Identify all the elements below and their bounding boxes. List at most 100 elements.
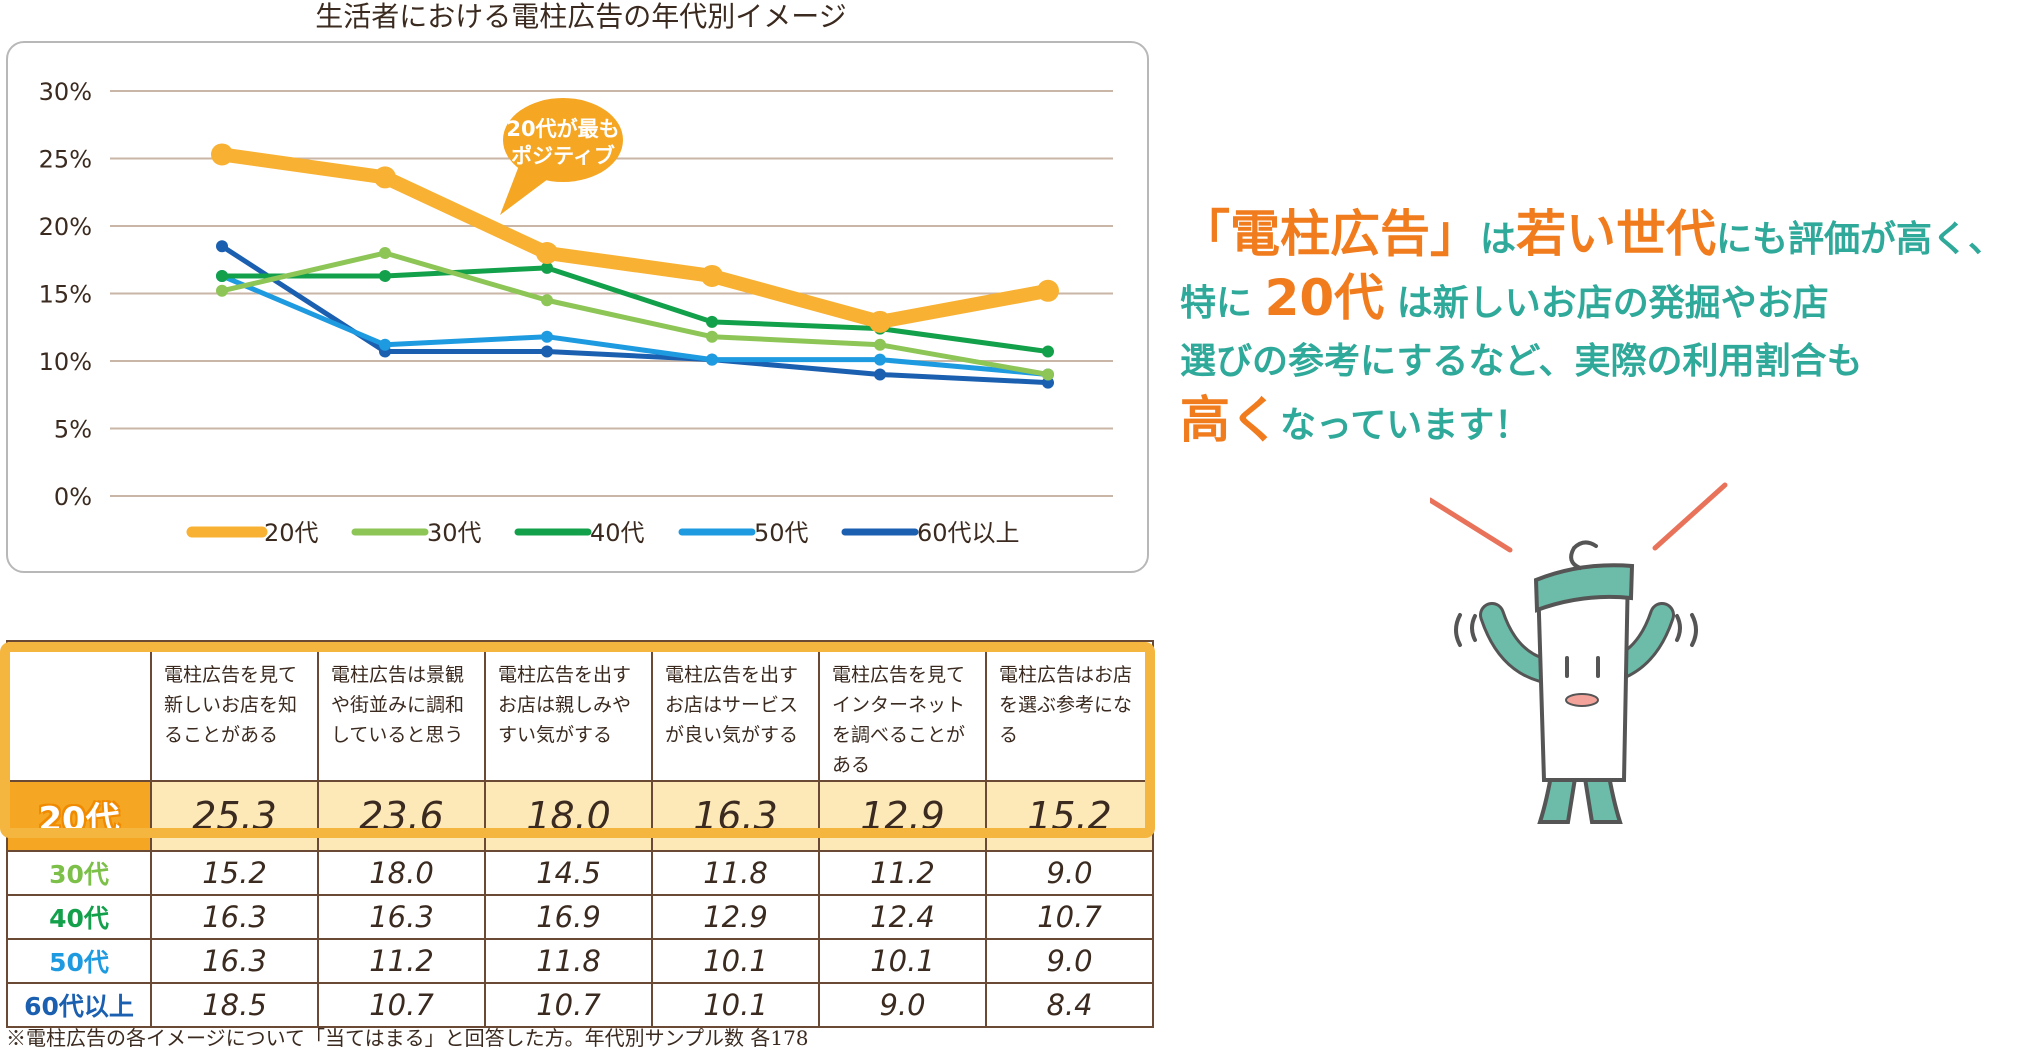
data-point [216,269,228,282]
y-tick-label: 5% [54,416,92,444]
data-point [536,242,558,264]
data-point [1037,279,1059,302]
row-label-30s: 30代 [6,850,152,896]
data-point [379,247,391,259]
utility-pole-mascot-icon [1430,482,1728,824]
legend-label: 20代 [264,519,319,547]
table-cell: 23.6 [317,780,486,852]
data-point [701,264,723,287]
column-header: 電柱広告を見て新しいお店を知ることがある [150,640,319,782]
y-tick-label: 25% [39,146,92,174]
chart-title: 生活者における電柱広告の年代別イメージ [315,0,847,33]
data-point [541,261,553,274]
series-line-2 [219,265,1051,355]
table-row-20s: 20代 25.3 23.6 18.0 16.3 12.9 15.2 [6,780,1154,852]
table-cell: 11.8 [484,938,653,984]
column-header: 電柱広告は景観や街並みに調和していると思う [317,640,486,782]
table-row-50s: 50代 16.3 11.2 11.8 10.1 10.1 9.0 [6,938,1154,984]
data-point [216,240,228,253]
data-point [706,353,718,366]
table-cell: 16.3 [150,938,319,984]
data-point [706,315,718,328]
column-header: 電柱広告を見てインターネットを調べることがある [818,640,987,782]
column-header: 電柱広告を出すお店はサービスが良い気がする [651,640,820,782]
table-cell: 16.3 [317,894,486,940]
table-cell: 12.4 [818,894,987,940]
table-cell: 10.7 [985,894,1154,940]
data-point [374,166,396,189]
column-header: 電柱広告はお店を選ぶ参考になる [985,640,1154,782]
data-point [706,330,718,343]
data-point [1042,368,1054,381]
data-point [211,143,233,166]
table-row-40s: 40代 16.3 16.3 16.9 12.9 12.4 10.7 [6,894,1154,940]
table-cell: 25.3 [150,780,319,852]
chart-legend: 20代 30代 40代 50代 60代以上 [186,519,1020,547]
table-cell: 16.9 [484,894,653,940]
table-cell: 10.7 [317,982,486,1028]
callout-text: ポジティブ [511,144,615,168]
table-cell: 16.3 [651,780,820,852]
row-label-20s: 20代 [6,780,152,852]
table-cell: 9.0 [985,850,1154,896]
table-cell: 10.1 [651,938,820,984]
table-cell: 14.5 [484,850,653,896]
table-cell: 10.1 [651,982,820,1028]
table-cell: 18.5 [150,982,319,1028]
table-cell: 15.2 [150,850,319,896]
table-cell: 9.0 [818,982,987,1028]
table-cell: 15.2 [985,780,1154,852]
table-cell: 12.9 [651,894,820,940]
headline-message: 「電柱広告」は若い世代にも評価が高く、 特に 20代 は新しいお店の発掘やお店 … [1180,205,2044,455]
series-line-1 [219,250,1051,377]
table-row-30s: 30代 15.2 18.0 14.5 11.8 11.2 9.0 [6,850,1154,896]
row-label-50s: 50代 [6,938,152,984]
table-cell: 12.9 [818,780,987,852]
y-tick-label: 15% [39,281,92,309]
y-tick-label: 20% [39,213,92,241]
series-line-3 [219,273,1051,377]
data-point [541,345,553,358]
callout-body [503,98,623,182]
callout-text: 20代が最も [506,117,619,141]
table-cell: 18.0 [484,780,653,852]
message-line-2: 特に 20代 は新しいお店の発掘やお店 [1180,269,1829,327]
table-cell: 9.0 [985,938,1154,984]
legend-label: 40代 [590,519,645,547]
table-cell: 11.8 [651,850,820,896]
data-table: 電柱広告を見て新しいお店を知ることがある 電柱広告は景観や街並みに調和していると… [6,640,1154,1028]
column-header: 電柱広告を出すお店は親しみやすい気がする [484,640,653,782]
table-cell: 8.4 [985,982,1154,1028]
row-label-40s: 40代 [6,894,152,940]
data-point [541,330,553,343]
footnote: ※電柱広告の各イメージについて「当てはまる」と回答した方。年代別サンプル数 各1… [6,1026,809,1050]
table-cell: 18.0 [317,850,486,896]
table-cell: 10.7 [484,982,653,1028]
table-cell: 11.2 [818,850,987,896]
table-cell: 11.2 [317,938,486,984]
data-point [541,294,553,307]
table-header-row: 電柱広告を見て新しいお店を知ることがある 電柱広告は景観や街並みに調和していると… [6,640,1154,782]
data-point [1042,345,1054,358]
data-point [216,284,228,297]
data-point [869,310,891,333]
message-line-4: 高くなっています！ [1180,391,1531,449]
legend-label: 50代 [754,519,809,547]
y-tick-label: 30% [39,78,92,106]
data-point [379,338,391,351]
series-line-0 [215,147,1055,329]
data-point [379,269,391,282]
y-tick-label: 0% [54,483,92,511]
table-row-60s-plus: 60代以上 18.5 10.7 10.7 10.1 9.0 8.4 [6,982,1154,1028]
row-label-60s-plus: 60代以上 [6,982,152,1028]
data-point [874,368,886,381]
data-point [874,353,886,366]
table-cell: 16.3 [150,894,319,940]
table-cell: 10.1 [818,938,987,984]
message-line-3: 選びの参考にするなど、実際の利用割合も [1180,341,1863,382]
message-line-1: 「電柱広告」は若い世代にも評価が高く、 [1180,205,2005,263]
y-tick-label: 10% [39,348,92,376]
legend-label: 30代 [427,519,482,547]
